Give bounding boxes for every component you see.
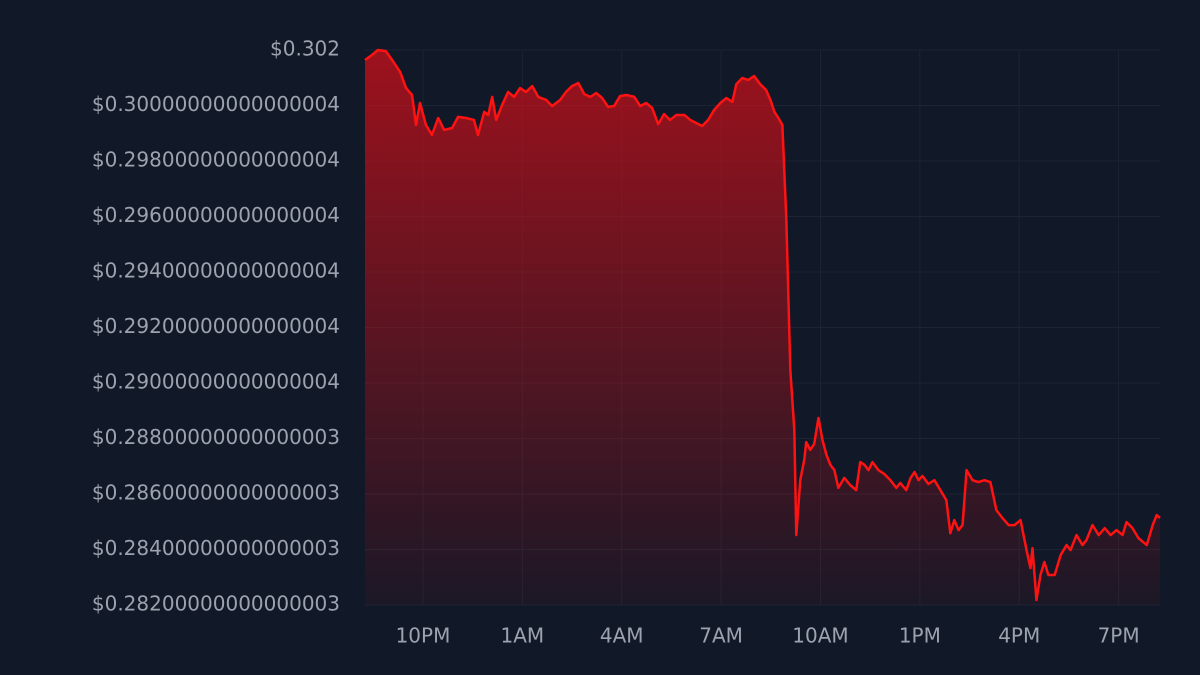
x-tick-label: 1AM — [501, 624, 545, 648]
x-tick-label: 10AM — [792, 624, 848, 648]
price-line — [364, 48, 1161, 602]
area-fill — [365, 50, 1160, 605]
y-tick-label: $0.28200000000000003 — [92, 592, 340, 616]
x-tick-label: 4PM — [998, 624, 1040, 648]
y-tick-label: $0.28600000000000003 — [92, 481, 340, 505]
y-tick-label: $0.28800000000000003 — [92, 425, 340, 449]
y-tick-label: $0.30000000000000004 — [92, 92, 340, 116]
x-tick-label: 10PM — [396, 624, 451, 648]
y-tick-label: $0.29000000000000004 — [92, 370, 340, 394]
x-tick-label: 7AM — [699, 624, 743, 648]
x-tick-label: 4AM — [600, 624, 644, 648]
x-tick-label: 7PM — [1098, 624, 1140, 648]
y-tick-label: $0.29800000000000004 — [92, 148, 340, 172]
y-tick-label: $0.29600000000000004 — [92, 203, 340, 227]
y-tick-label: $0.29400000000000004 — [92, 259, 340, 283]
y-tick-label: $0.29200000000000004 — [92, 314, 340, 338]
y-tick-label: $0.28400000000000003 — [92, 536, 340, 560]
x-tick-label: 1PM — [899, 624, 941, 648]
y-tick-label: $0.302 — [270, 37, 340, 61]
